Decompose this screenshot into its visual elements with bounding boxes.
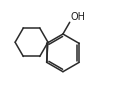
Text: OH: OH bbox=[70, 12, 85, 22]
